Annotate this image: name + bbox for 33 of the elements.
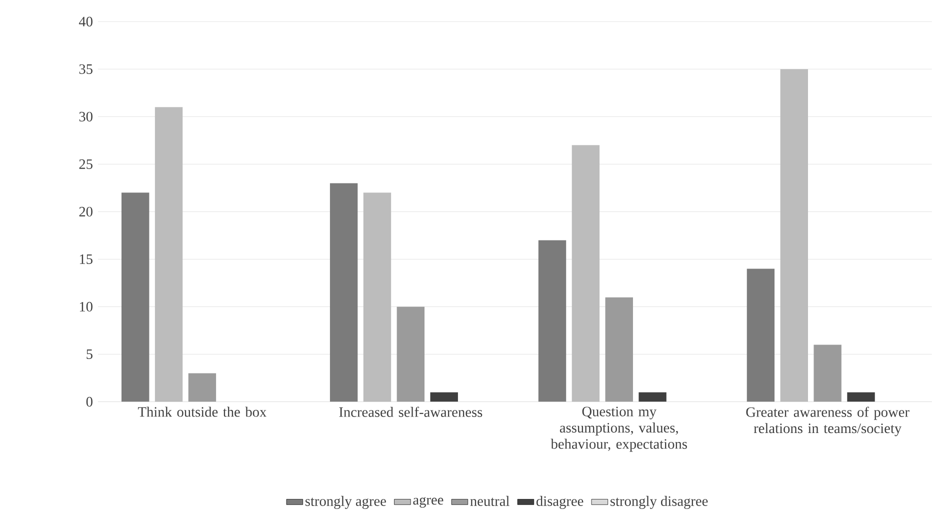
legend-label: neutral: [470, 496, 510, 506]
bar: [605, 297, 633, 402]
legend-label: strongly agree: [305, 496, 386, 510]
bar: [847, 392, 875, 402]
bar: [780, 69, 808, 402]
legend-label: strongly disagree: [610, 496, 708, 510]
y-tick-label: 5: [86, 350, 92, 360]
y-tick-label: 15: [80, 254, 92, 264]
y-tick-label: 35: [79, 64, 92, 74]
y-tick-label: 30: [79, 112, 92, 122]
x-tick-label: Increased self-awareness: [339, 406, 482, 418]
x-tick-label: Think outside the box: [138, 406, 266, 418]
legend-label: disagree: [536, 496, 584, 510]
bar: [814, 344, 842, 402]
y-tick-label: 10: [80, 302, 92, 312]
y-tick-label: 0: [86, 397, 92, 407]
bar: [188, 373, 216, 402]
x-tick-label: Greater awareness of power relations in teams/society: [746, 406, 910, 436]
bar: [154, 107, 183, 402]
bar: [638, 392, 666, 402]
bar: [538, 240, 566, 402]
bar: [396, 306, 425, 402]
bar: [122, 192, 150, 402]
x-tick-label: Question my assumptions, values, behaviour, expectations: [550, 406, 687, 452]
legend-label: agree: [413, 497, 444, 508]
bar: [430, 392, 458, 402]
y-tick-label: 40: [78, 17, 92, 27]
bar: [330, 183, 358, 402]
y-tick-label: 20: [79, 207, 92, 217]
bar: [746, 268, 775, 402]
bar: [572, 145, 600, 402]
y-tick-label: 25: [79, 160, 92, 170]
bar: [363, 192, 392, 402]
